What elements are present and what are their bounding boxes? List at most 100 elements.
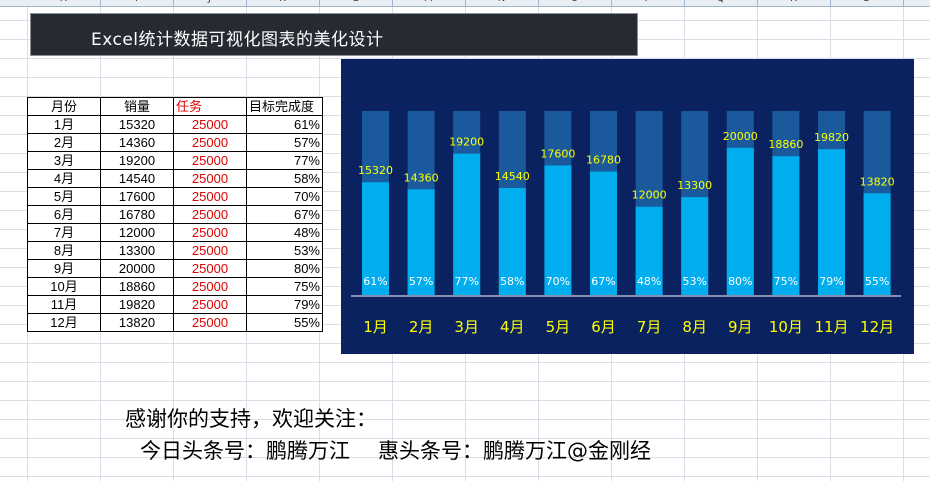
- cell-completion[interactable]: 79%: [246, 295, 323, 314]
- cell-target[interactable]: 25000: [173, 313, 247, 332]
- cell-month[interactable]: 4月: [27, 169, 101, 188]
- cell-month[interactable]: 8月: [27, 241, 101, 260]
- cell-target[interactable]: 25000: [173, 259, 247, 278]
- cell-sales[interactable]: 14360: [100, 133, 174, 152]
- month-tick-label: 7月: [637, 318, 662, 336]
- cell-sales[interactable]: 13820: [100, 313, 174, 332]
- sales-bar[interactable]: [818, 149, 845, 295]
- cell-target[interactable]: 25000: [173, 277, 247, 296]
- cell-sales[interactable]: 19820: [100, 295, 174, 314]
- table-row: 2月 14360 25000 57%: [27, 133, 323, 152]
- table-header-row: 月份 销量 任务 目标完成度: [27, 97, 323, 116]
- cell-month[interactable]: 6月: [27, 205, 101, 224]
- cell-completion[interactable]: 80%: [246, 259, 323, 278]
- header-sales[interactable]: 销量: [100, 97, 174, 116]
- column-letter[interactable]: N: [465, 0, 539, 6]
- cell-sales[interactable]: 16780: [100, 205, 174, 224]
- sales-value-label: 19820: [814, 131, 849, 144]
- completion-percent-label: 67%: [591, 275, 615, 288]
- column-letter[interactable]: H: [27, 0, 101, 6]
- cell-completion[interactable]: 75%: [246, 277, 323, 296]
- cell-sales[interactable]: 13300: [100, 241, 174, 260]
- sales-value-label: 17600: [540, 147, 575, 160]
- thanks-text: 感谢你的支持，欢迎关注：: [125, 407, 377, 431]
- cell-month[interactable]: 10月: [27, 277, 101, 296]
- sales-bar[interactable]: [498, 187, 526, 295]
- column-header-row: HIJKLMNOPQRS: [0, 0, 930, 7]
- sales-value-label: 16780: [586, 153, 621, 166]
- follow-accounts: 今日头条号：鹏腾万江 惠头条号：鹏腾万江@金刚经: [140, 435, 651, 465]
- month-tick-label: 3月: [454, 318, 479, 336]
- sales-bar[interactable]: [453, 153, 481, 295]
- cell-completion[interactable]: 57%: [246, 133, 323, 152]
- sales-value-label: 14360: [404, 171, 439, 184]
- cell-month[interactable]: 9月: [27, 259, 101, 278]
- sales-bar-chart[interactable]: 15320 61% 1月 14360 57% 2月 19200 77% 3月 14540 58% 4月…: [341, 59, 914, 354]
- cell-sales[interactable]: 14540: [100, 169, 174, 188]
- column-letter[interactable]: P: [611, 0, 685, 6]
- table-row: 3月 19200 25000 77%: [27, 151, 323, 170]
- cell-target[interactable]: 25000: [173, 223, 247, 242]
- header-completion[interactable]: 目标完成度: [246, 97, 323, 116]
- sales-bar[interactable]: [544, 165, 572, 295]
- column-letter[interactable]: I: [100, 0, 174, 6]
- cell-sales[interactable]: 12000: [100, 223, 174, 242]
- column-letter[interactable]: L: [319, 0, 393, 6]
- cell-completion[interactable]: 53%: [246, 241, 323, 260]
- cell-completion[interactable]: 58%: [246, 169, 323, 188]
- completion-percent-label: 55%: [865, 275, 889, 288]
- column-letter[interactable]: Q: [684, 0, 758, 6]
- sales-value-label: 15320: [358, 164, 393, 177]
- cell-target[interactable]: 25000: [173, 187, 247, 206]
- cell-month[interactable]: 7月: [27, 223, 101, 242]
- table-row: 12月 13820 25000 55%: [27, 313, 323, 332]
- cell-sales[interactable]: 19200: [100, 151, 174, 170]
- column-letter[interactable]: J: [173, 0, 247, 6]
- cell-completion[interactable]: 55%: [246, 313, 323, 332]
- month-tick-label: 5月: [546, 318, 571, 336]
- cell-month[interactable]: 5月: [27, 187, 101, 206]
- sales-bar[interactable]: [635, 206, 663, 295]
- month-tick-label: 4月: [500, 318, 525, 336]
- cell-sales[interactable]: 17600: [100, 187, 174, 206]
- completion-percent-label: 75%: [774, 275, 798, 288]
- cell-target[interactable]: 25000: [173, 205, 247, 224]
- cell-target[interactable]: 25000: [173, 151, 247, 170]
- cell-completion[interactable]: 48%: [246, 223, 323, 242]
- sales-bar[interactable]: [407, 189, 435, 295]
- cell-month[interactable]: 12月: [27, 313, 101, 332]
- header-target[interactable]: 任务: [173, 97, 247, 116]
- sales-bar[interactable]: [681, 197, 709, 295]
- cell-month[interactable]: 1月: [27, 115, 101, 134]
- cell-target[interactable]: 25000: [173, 169, 247, 188]
- cell-sales[interactable]: 18860: [100, 277, 174, 296]
- column-letter[interactable]: K: [246, 0, 320, 6]
- sales-bar[interactable]: [863, 193, 891, 295]
- cell-month[interactable]: 3月: [27, 151, 101, 170]
- cell-target[interactable]: 25000: [173, 115, 247, 134]
- cell-completion[interactable]: 67%: [246, 205, 323, 224]
- cell-completion[interactable]: 77%: [246, 151, 323, 170]
- column-letter[interactable]: O: [538, 0, 612, 6]
- column-letter[interactable]: M: [392, 0, 466, 6]
- sales-bar[interactable]: [590, 171, 617, 295]
- cell-target[interactable]: 25000: [173, 295, 247, 314]
- cell-sales[interactable]: 20000: [100, 259, 174, 278]
- completion-percent-label: 79%: [819, 275, 843, 288]
- cell-completion[interactable]: 70%: [246, 187, 323, 206]
- cell-month[interactable]: 11月: [27, 295, 101, 314]
- column-letter[interactable]: S: [830, 0, 904, 6]
- chart-canvas: 15320 61% 1月 14360 57% 2月 19200 77% 3月 14540 58% 4月…: [351, 111, 901, 336]
- cell-sales[interactable]: 15320: [100, 115, 174, 134]
- sales-value-label: 18860: [768, 138, 803, 151]
- cell-completion[interactable]: 61%: [246, 115, 323, 134]
- cell-month[interactable]: 2月: [27, 133, 101, 152]
- sales-bar[interactable]: [726, 147, 754, 295]
- sales-bar[interactable]: [362, 182, 389, 295]
- cell-target[interactable]: 25000: [173, 241, 247, 260]
- sales-value-label: 13820: [860, 175, 895, 188]
- sales-bar[interactable]: [772, 156, 800, 295]
- header-month[interactable]: 月份: [27, 97, 101, 116]
- column-letter[interactable]: R: [757, 0, 831, 6]
- cell-target[interactable]: 25000: [173, 133, 247, 152]
